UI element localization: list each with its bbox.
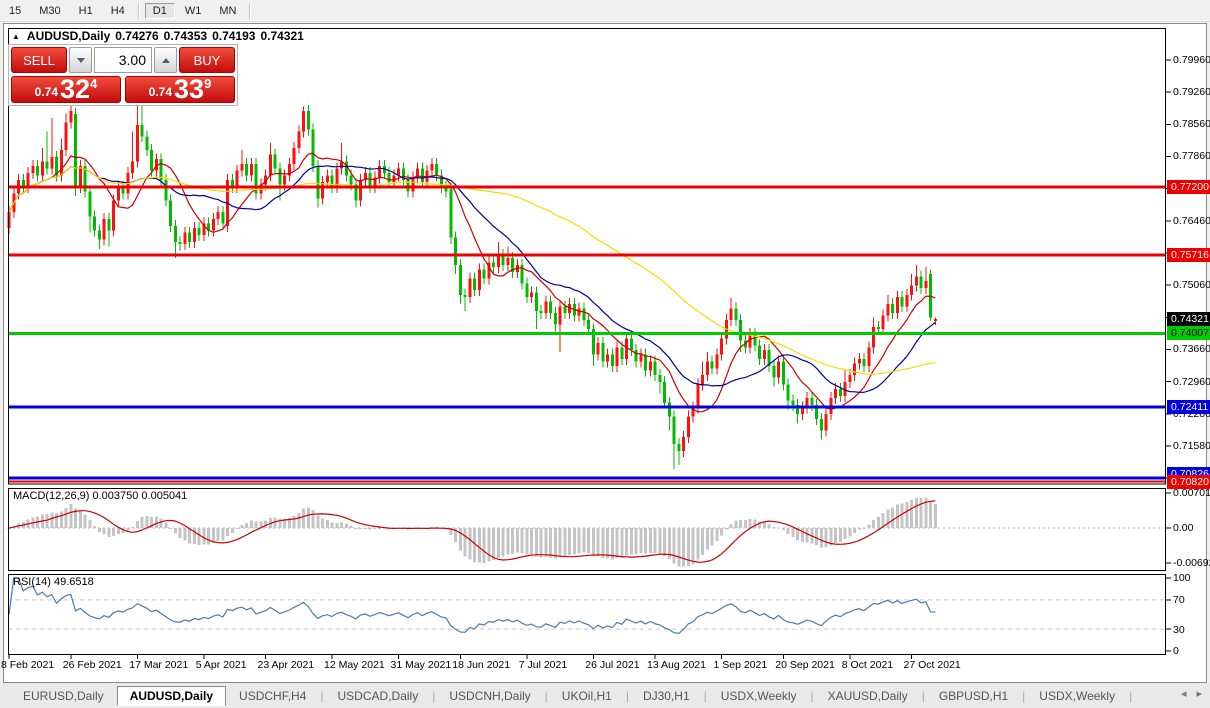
spinner-down-icon [76,57,85,63]
tab-separator: | [1022,688,1026,703]
collapse-panel-icon[interactable]: ▲ [12,31,20,41]
tab-dj30-h1[interactable]: DJ30,H1 [642,688,690,703]
chart-title: ▲ AUDUSD,Daily 0.74276 0.74353 0.74193 0… [12,29,304,43]
tab-separator: | [921,688,925,703]
tab-audusd-daily[interactable]: AUDUSD,Daily [116,685,227,706]
buy-price-big: 33 [174,74,205,104]
tab-ukoil-h1[interactable]: UKOil,H1 [561,688,612,703]
rsi-line [8,577,936,635]
ma-10-line [8,152,936,413]
tab-separator: | [544,688,548,703]
tab-separator: | [1129,688,1133,703]
tab-usdcad-daily[interactable]: USDCAD,Daily [337,688,419,703]
buy-price-prefix: 0.74 [148,85,173,99]
ma-60-line [8,165,936,375]
tab-xauusd-daily[interactable]: XAUUSD,Daily [827,688,908,703]
ma-20-line [8,165,936,393]
macd-histogram [7,497,937,567]
ohlc-high: 0.74353 [163,29,208,43]
tab-separator: | [432,688,436,703]
sell-price-big: 32 [60,74,91,104]
ohlc-low: 0.74193 [212,29,256,43]
sell-price-prefix: 0.74 [34,85,59,99]
volume-decrease-button[interactable] [69,47,92,73]
buy-price-display[interactable]: 0.74 33 9 [125,76,235,103]
tab-usdchf-h4[interactable]: USDCHF,H4 [239,688,307,703]
volume-increase-button[interactable] [154,47,177,73]
chart-window [3,23,1207,683]
tf-button-15[interactable]: 15 [9,4,22,17]
tf-button-h4[interactable]: H4 [110,4,125,17]
volume-input[interactable] [94,47,152,73]
timeframe-toolbar: 15 M30 H1 H4 D1 W1 MN [0,0,1210,22]
tab-usdcnh-daily[interactable]: USDCNH,Daily [449,688,531,703]
toolbar-separator [249,2,252,19]
macd-signal-line [8,500,936,563]
tf-button-mn[interactable]: MN [219,4,237,17]
tab-separator: | [810,688,814,703]
sell-price-display[interactable]: 0.74 32 4 [11,76,121,103]
spinner-up-icon [161,57,170,63]
sell-button[interactable]: SELL [11,47,67,73]
tf-button-m30[interactable]: M30 [39,4,61,17]
buy-price-pip: 9 [204,76,212,91]
buy-button[interactable]: BUY [179,47,235,73]
tf-button-h1[interactable]: H1 [78,4,93,17]
tab-separator: | [320,688,324,703]
ohlc-close: 0.74321 [260,29,304,43]
tab-gbpusd-h1[interactable]: GBPUSD,H1 [938,688,1009,703]
tab-separator: | [703,688,707,703]
tf-button-w1[interactable]: W1 [184,4,202,17]
tab-scroll-left-icon[interactable]: ◂ [1180,688,1187,700]
tab-eurusd-daily[interactable]: EURUSD,Daily [23,688,104,703]
toolbar-separator [137,2,140,19]
tab-usdx-weekly[interactable]: USDX,Weekly [1039,688,1116,703]
tab-usdx-weekly[interactable]: USDX,Weekly [720,688,797,703]
tab-separator: | [625,688,629,703]
chart-tab-bar: EURUSD,Daily AUDUSD,Daily USDCHF,H4 | USDCAD… [0,683,1210,708]
tab-scroll-right-icon[interactable]: ▸ [1196,688,1202,700]
tab-scroll-arrows: ◂ ▸ [1181,687,1202,700]
one-click-trading-panel: SELL BUY 0.74 32 4 0.74 33 [8,44,238,106]
ohlc-open: 0.74276 [115,29,159,43]
sell-price-pip: 4 [90,76,98,91]
symbol-title: AUDUSD,Daily [26,29,111,43]
candles-layer [7,99,937,469]
tf-button-d1[interactable]: D1 [144,2,175,19]
